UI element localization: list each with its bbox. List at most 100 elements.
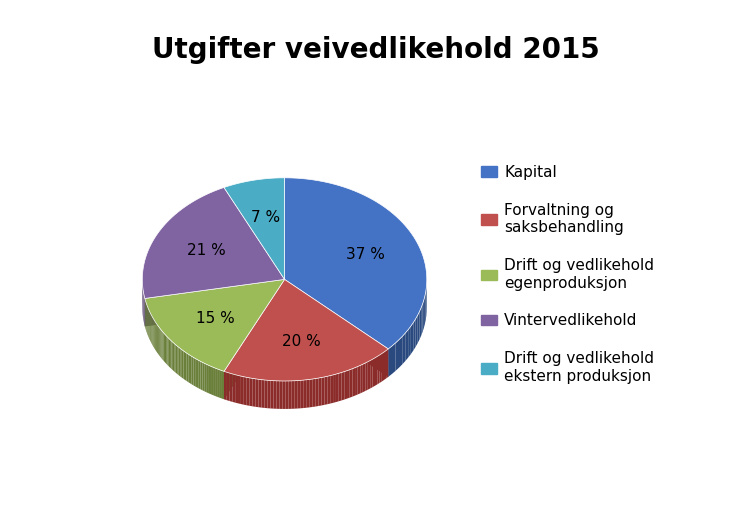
- Polygon shape: [210, 366, 212, 395]
- Polygon shape: [421, 304, 423, 335]
- Polygon shape: [253, 378, 256, 407]
- Polygon shape: [425, 292, 426, 324]
- Polygon shape: [417, 311, 420, 343]
- Polygon shape: [158, 326, 159, 355]
- Polygon shape: [182, 350, 183, 379]
- Polygon shape: [365, 362, 368, 391]
- Polygon shape: [411, 323, 414, 354]
- Polygon shape: [173, 342, 174, 371]
- Polygon shape: [408, 326, 411, 358]
- Polygon shape: [347, 370, 350, 399]
- Polygon shape: [155, 322, 156, 351]
- Polygon shape: [166, 336, 168, 365]
- Polygon shape: [186, 353, 188, 382]
- Polygon shape: [174, 343, 176, 373]
- Polygon shape: [283, 381, 286, 409]
- Polygon shape: [152, 315, 153, 345]
- Polygon shape: [170, 340, 171, 369]
- Polygon shape: [423, 300, 424, 332]
- Polygon shape: [420, 307, 421, 339]
- Text: 7 %: 7 %: [250, 210, 280, 226]
- Polygon shape: [286, 381, 289, 409]
- Polygon shape: [168, 338, 170, 368]
- Polygon shape: [380, 354, 382, 383]
- Polygon shape: [259, 379, 262, 407]
- Polygon shape: [224, 279, 284, 399]
- Polygon shape: [295, 380, 298, 408]
- Polygon shape: [289, 381, 292, 409]
- Polygon shape: [190, 355, 192, 384]
- Polygon shape: [424, 296, 425, 328]
- Polygon shape: [142, 187, 284, 298]
- Polygon shape: [193, 358, 196, 387]
- Polygon shape: [145, 279, 284, 326]
- Polygon shape: [399, 336, 402, 368]
- Polygon shape: [157, 325, 158, 354]
- Polygon shape: [145, 279, 284, 326]
- Polygon shape: [362, 363, 365, 392]
- Polygon shape: [301, 380, 304, 408]
- Polygon shape: [224, 279, 388, 381]
- Polygon shape: [235, 375, 238, 403]
- Text: 15 %: 15 %: [196, 310, 235, 326]
- Polygon shape: [333, 374, 336, 403]
- Polygon shape: [185, 352, 186, 381]
- Polygon shape: [151, 314, 152, 343]
- Polygon shape: [375, 357, 378, 386]
- Polygon shape: [373, 358, 375, 387]
- Polygon shape: [378, 355, 380, 385]
- Polygon shape: [341, 372, 344, 400]
- Polygon shape: [353, 368, 355, 397]
- Polygon shape: [241, 376, 244, 405]
- Polygon shape: [416, 315, 417, 347]
- Polygon shape: [165, 334, 166, 364]
- Text: 21 %: 21 %: [186, 243, 226, 258]
- Polygon shape: [177, 346, 179, 375]
- Polygon shape: [284, 178, 427, 349]
- Text: Utgifter veivedlikehold 2015: Utgifter veivedlikehold 2015: [152, 36, 600, 64]
- Polygon shape: [402, 333, 405, 364]
- Polygon shape: [324, 376, 327, 405]
- Polygon shape: [284, 279, 388, 377]
- Polygon shape: [368, 361, 370, 390]
- Polygon shape: [336, 373, 338, 402]
- Polygon shape: [358, 365, 360, 395]
- Polygon shape: [316, 378, 319, 406]
- Polygon shape: [232, 374, 235, 403]
- Polygon shape: [159, 327, 160, 357]
- Polygon shape: [392, 343, 396, 374]
- Polygon shape: [396, 340, 399, 371]
- Polygon shape: [222, 371, 224, 399]
- Polygon shape: [201, 361, 202, 390]
- Polygon shape: [388, 346, 392, 377]
- Polygon shape: [183, 351, 185, 380]
- Polygon shape: [268, 380, 271, 408]
- Polygon shape: [176, 345, 177, 374]
- Polygon shape: [265, 380, 268, 408]
- Polygon shape: [370, 359, 373, 389]
- Polygon shape: [386, 349, 388, 378]
- Polygon shape: [212, 367, 214, 396]
- Polygon shape: [205, 363, 206, 392]
- Polygon shape: [284, 279, 388, 377]
- Polygon shape: [224, 371, 227, 400]
- Polygon shape: [256, 379, 259, 407]
- Polygon shape: [350, 369, 353, 398]
- Text: 20 %: 20 %: [282, 334, 320, 349]
- Polygon shape: [355, 367, 358, 396]
- Polygon shape: [310, 379, 313, 407]
- Polygon shape: [197, 360, 199, 389]
- Polygon shape: [304, 380, 307, 408]
- Polygon shape: [180, 348, 182, 377]
- Polygon shape: [208, 365, 210, 394]
- Text: 37 %: 37 %: [346, 247, 385, 262]
- Polygon shape: [280, 381, 283, 409]
- Polygon shape: [274, 380, 277, 409]
- Polygon shape: [179, 347, 180, 376]
- Polygon shape: [360, 364, 362, 393]
- Polygon shape: [218, 369, 220, 398]
- Polygon shape: [192, 356, 193, 386]
- Polygon shape: [277, 381, 280, 409]
- Polygon shape: [344, 371, 347, 400]
- Polygon shape: [292, 380, 295, 409]
